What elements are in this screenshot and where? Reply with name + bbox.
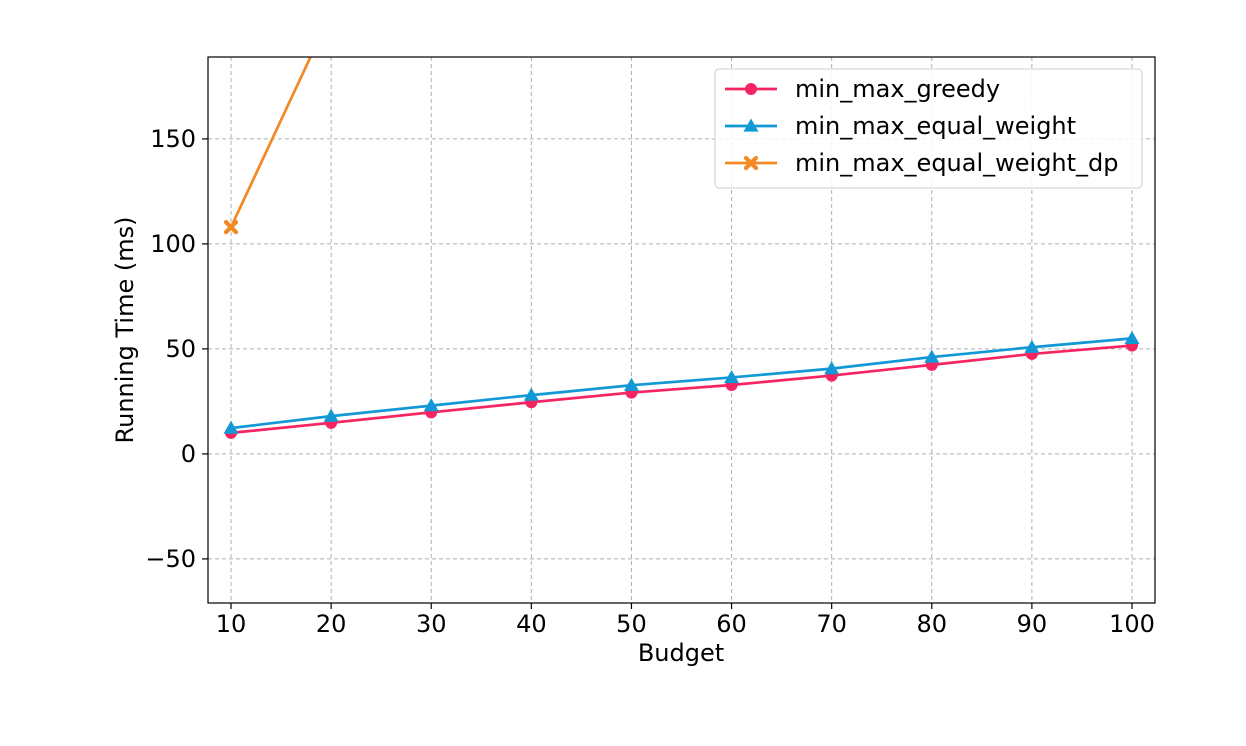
- data-point: [326, 8, 336, 18]
- x-tick-label: 80: [916, 610, 947, 638]
- y-tick-label: 150: [150, 125, 196, 153]
- x-tick-label: 10: [216, 610, 247, 638]
- x-axis-label: Budget: [638, 639, 724, 667]
- x-tick-label: 70: [816, 610, 847, 638]
- x-axis-ticks: 10 20 30 40 50 60 70 80 90 100: [216, 603, 1155, 638]
- data-point: [824, 361, 840, 375]
- data-point: [1124, 330, 1140, 345]
- y-tick-label: 0: [181, 440, 196, 468]
- data-point: [623, 377, 639, 391]
- x-tick-label: 100: [1109, 610, 1155, 638]
- plot-frame: [207, 56, 1156, 604]
- x-tick-label: 20: [316, 610, 347, 638]
- legend-item: min_max_greedy: [725, 75, 1000, 103]
- y-tick-label: 50: [165, 335, 196, 363]
- y-axis-label: Running Time (ms): [111, 217, 139, 444]
- legend-item: min_max_equal_weight: [725, 112, 1076, 140]
- data-point: [523, 387, 539, 401]
- legend-label: min_max_greedy: [795, 75, 1000, 103]
- data-point: [423, 398, 439, 412]
- x-tick-label: 90: [1017, 610, 1048, 638]
- y-tick-label: −50: [145, 545, 196, 573]
- data-point: [323, 408, 339, 422]
- data-point: [924, 349, 940, 363]
- legend-box: [714, 68, 1143, 189]
- legend-marker: [743, 155, 759, 171]
- legend-label: min_max_equal_weight: [795, 112, 1076, 140]
- data-point: [223, 420, 239, 434]
- series-line: [230, 344, 1133, 435]
- series-min_max_equal_weight_dp: [223, 8, 336, 235]
- series-line: [229, 57, 313, 228]
- legend-marker: [745, 83, 757, 95]
- x-tick-label: 30: [416, 610, 447, 638]
- data-point: [724, 369, 740, 384]
- data-point: [223, 220, 239, 235]
- y-tick-label: 100: [150, 230, 196, 258]
- y-axis-ticks: −50 0 50 100 150: [145, 125, 208, 573]
- series-min_max_equal_weight: [223, 330, 1140, 434]
- legend: min_max_greedy min_max_equal_weight min_ma…: [714, 68, 1143, 189]
- x-tick-label: 60: [716, 610, 747, 638]
- x-tick-label: 50: [616, 610, 647, 638]
- data-point: [1024, 339, 1040, 353]
- series-lines: [223, 8, 1140, 439]
- legend-item: min_max_equal_weight_dp: [725, 149, 1119, 177]
- legend-label: min_max_equal_weight_dp: [795, 149, 1119, 177]
- legend-marker: [743, 118, 759, 132]
- series-line: [230, 337, 1133, 430]
- x-tick-label: 40: [516, 610, 547, 638]
